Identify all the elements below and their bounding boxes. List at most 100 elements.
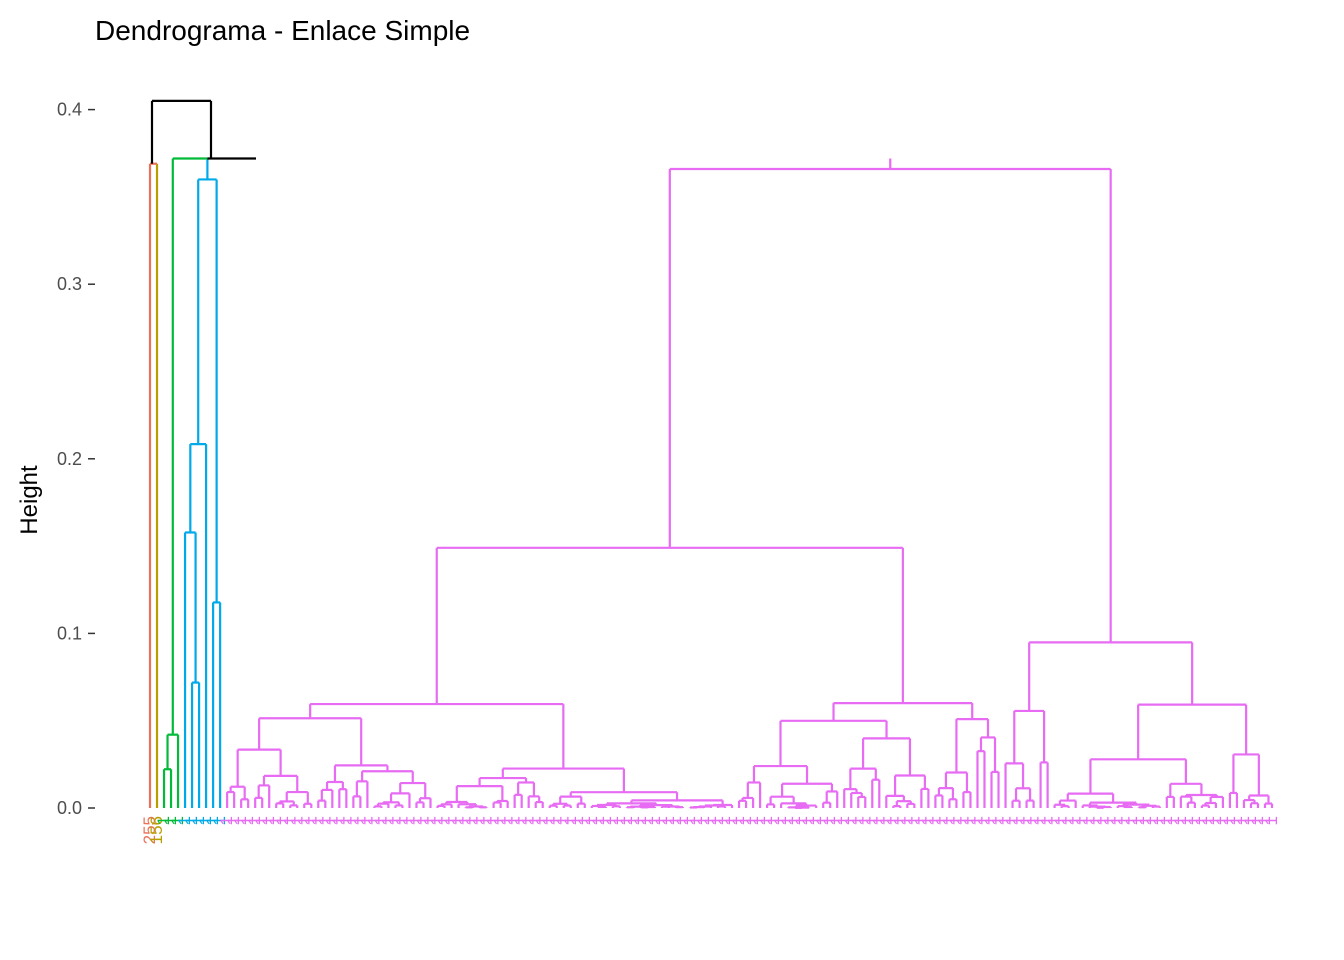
leaf-label: 1 [1122, 816, 1141, 825]
leaf-label: 1 [329, 816, 348, 825]
leaf-label: 1 [575, 816, 594, 825]
leaf-labels: 2551561111111111111111111111111111111111… [140, 816, 1281, 844]
leaf-label: 1 [547, 816, 566, 825]
leaf-label: 1 [680, 816, 699, 825]
leaf-label: 1 [519, 816, 538, 825]
leaf-label: 1 [960, 816, 979, 825]
leaf-label: 1 [694, 816, 713, 825]
leaf-label: 1 [315, 816, 334, 825]
leaf-label: 1 [982, 816, 1001, 825]
chart-title: Dendrograma - Enlace Simple [95, 15, 470, 46]
leaf-label: 1 [196, 816, 215, 825]
leaf-label: 1 [932, 816, 951, 825]
leaf-label: 1 [413, 816, 432, 825]
leaf-label: 1 [1045, 816, 1064, 825]
leaf-label: 1 [238, 816, 257, 825]
leaf-label: 1 [701, 816, 720, 825]
leaf-label: 1 [168, 816, 187, 825]
leaf-label: 1 [371, 816, 390, 825]
leaf-label: 1 [799, 816, 818, 825]
leaf-label: 1 [806, 816, 825, 825]
leaf-label: 1 [708, 816, 727, 825]
leaf-label: 1 [722, 816, 741, 825]
leaf-label: 1 [435, 816, 454, 825]
leaf-label: 1 [904, 816, 923, 825]
leaf-label: 1 [750, 816, 769, 825]
leaf-label: 1 [834, 816, 853, 825]
leaf-label: 1 [624, 816, 643, 825]
leaf-label: 1 [841, 816, 860, 825]
leaf-label: 1 [715, 816, 734, 825]
leaf-label: 1 [526, 816, 545, 825]
leaf-label: 1 [505, 816, 524, 825]
leaf-label: 1 [659, 816, 678, 825]
leaf-label: 1 [336, 816, 355, 825]
leaf-label: 1 [245, 816, 264, 825]
leaf-label: 1 [631, 816, 650, 825]
leaf-label: 1 [764, 816, 783, 825]
leaf-label: 1 [1073, 816, 1092, 825]
leaf-label: 1 [533, 816, 552, 825]
leaf-label: 1 [266, 816, 285, 825]
leaf-label: 1 [1052, 816, 1071, 825]
leaf-label: 1 [456, 816, 475, 825]
leaf-label: 1 [273, 816, 292, 825]
leaf-label: 1 [392, 816, 411, 825]
leaf-label: 1 [1059, 816, 1078, 825]
leaf-label: 1 [1220, 816, 1239, 825]
leaf-label: 1 [771, 816, 790, 825]
leaf-label: 1 [1024, 816, 1043, 825]
leaf-label: 1 [540, 816, 559, 825]
leaf-label: 1 [687, 816, 706, 825]
y-axis-label: Height [16, 465, 43, 535]
leaf-label: 1 [1143, 816, 1162, 825]
y-tick-label: 0.3 [57, 274, 82, 294]
leaf-label: 1 [974, 816, 993, 825]
leaf-label: 1 [287, 816, 306, 825]
leaf-label: 1 [442, 816, 461, 825]
y-tick-label: 0.0 [57, 798, 82, 818]
leaf-label: 1 [855, 816, 874, 825]
leaf-label: 1 [421, 816, 440, 825]
leaf-label: 1 [1038, 816, 1057, 825]
leaf-label: 1 [259, 816, 278, 825]
leaf-label: 156 [147, 816, 166, 844]
leaf-label: 1 [1206, 816, 1225, 825]
leaf-label: 1 [217, 816, 236, 825]
leaf-label: 1 [589, 816, 608, 825]
leaf-label: 1 [280, 816, 299, 825]
leaf-label: 1 [301, 816, 320, 825]
leaf-label: 1 [350, 816, 369, 825]
leaf-label: 1 [1087, 816, 1106, 825]
leaf-label: 1 [1185, 816, 1204, 825]
dendrogram-tree [148, 99, 1274, 809]
leaf-label: 1 [1080, 816, 1099, 825]
leaf-label: 1 [610, 816, 629, 825]
leaf-label: 1 [224, 816, 243, 825]
leaf-label: 1 [428, 816, 447, 825]
leaf-label: 1 [1178, 816, 1197, 825]
y-tick-label: 0.1 [57, 623, 82, 643]
y-tick-label: 0.4 [57, 100, 82, 120]
leaf-label: 1 [343, 816, 362, 825]
leaf-label: 1 [883, 816, 902, 825]
leaf-label: 1 [1255, 816, 1274, 825]
leaf-label: 1 [1010, 816, 1029, 825]
leaf-label: 1 [189, 816, 208, 825]
leaf-label: 1 [1213, 816, 1232, 825]
leaf-label: 1 [897, 816, 916, 825]
leaf-label: 1 [406, 816, 425, 825]
leaf-label: 1 [603, 816, 622, 825]
leaf-label: 1 [652, 816, 671, 825]
y-tick-label: 0.2 [57, 449, 82, 469]
leaf-label: 1 [673, 816, 692, 825]
leaf-label: 1 [1129, 816, 1148, 825]
leaf-label: 1 [1115, 816, 1134, 825]
leaf-label: 1 [561, 816, 580, 825]
leaf-label: 1 [1164, 816, 1183, 825]
leaf-label: 1 [876, 816, 895, 825]
leaf-label: 1 [1066, 816, 1085, 825]
leaf-label: 1 [939, 816, 958, 825]
leaf-label: 1 [161, 816, 180, 825]
